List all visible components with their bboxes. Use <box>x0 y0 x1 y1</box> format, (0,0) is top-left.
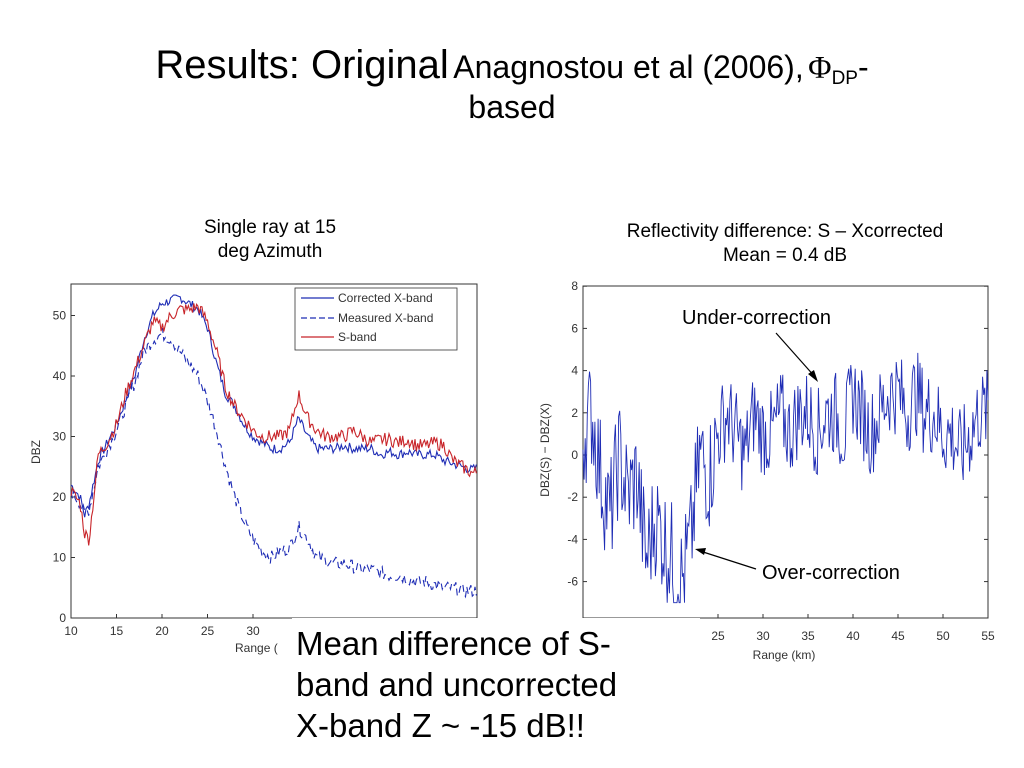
mean-difference-note: Mean difference of S- band and uncorrect… <box>292 618 700 747</box>
right-series-lines <box>582 352 989 604</box>
left-x-tick-label: 30 <box>246 624 260 638</box>
left-x-tick-label: 10 <box>64 624 78 638</box>
right-x-axis-label: Range (km) <box>753 648 816 662</box>
right-y-tick-label: -6 <box>567 575 578 589</box>
annotation-under-correction: Under-correction <box>682 307 831 329</box>
right-x-tick-label: 45 <box>891 629 905 643</box>
right-y-tick-label: 4 <box>571 364 578 378</box>
right-x-tick-label: 50 <box>936 629 950 643</box>
title-line2: based <box>468 89 556 126</box>
title-ref: Anagnostou et al (2006), <box>453 49 804 85</box>
legend-label-corrected: Corrected X-band <box>338 291 433 305</box>
left-chart-caption: Single ray at 15 deg Azimuth <box>160 216 380 264</box>
left-y-axis-label: DBZ <box>29 440 43 464</box>
legend-label-sband: S-band <box>338 330 377 344</box>
right-y-tick-label: 2 <box>571 406 578 420</box>
annotation-over-correction: Over-correction <box>762 562 900 584</box>
left-series-line-measured <box>70 327 477 599</box>
right-y-tick-label: 6 <box>571 321 578 335</box>
title-subscript: DP <box>831 68 858 89</box>
right-x-tick-label: 40 <box>846 629 860 643</box>
title-phi-symbol: Φ <box>808 49 832 85</box>
right-caption-line1: Reflectivity difference: S – Xcorrected <box>626 221 944 242</box>
right-chart: -6 -4 -2 0 2 4 6 8 25 30 35 40 45 50 55 DBZ(S) − DBZ(X… <box>538 279 995 662</box>
left-legend: Corrected X-band Measured X-band S-band <box>294 287 458 351</box>
right-x-tick-label: 55 <box>981 629 995 643</box>
right-y-tick-label: 0 <box>571 448 578 462</box>
left-caption-line1: Single ray at 15 <box>203 217 337 238</box>
left-x-axis-label: Range ( <box>235 641 278 655</box>
left-y-tick-label: 30 <box>53 430 67 444</box>
left-y-tick-label: 0 <box>59 611 66 625</box>
right-x-tick-label: 30 <box>756 629 770 643</box>
left-y-tick-label: 10 <box>53 551 67 565</box>
mean-note-line2: band and uncorrected <box>296 665 618 703</box>
left-y-tick-label: 40 <box>53 369 67 383</box>
left-series-line-sband <box>70 303 477 546</box>
arrowhead-over-correction <box>695 548 706 555</box>
left-y-tick-label: 20 <box>53 490 67 504</box>
mean-note-line3: X-band Z ~ -15 dB!! <box>296 706 585 744</box>
left-series-lines <box>70 294 477 599</box>
arrow-over-correction <box>699 550 757 570</box>
right-chart-caption: Reflectivity difference: S – Xcorrected … <box>560 220 1010 268</box>
left-x-tick-label: 15 <box>110 624 124 638</box>
left-y-tick-label: 50 <box>53 309 67 323</box>
left-x-tick-label: 20 <box>155 624 169 638</box>
title-dash: - <box>857 49 869 85</box>
arrow-under-correction <box>775 332 817 379</box>
left-x-tick-label: 25 <box>201 624 215 638</box>
mean-note-line1: Mean difference of S- <box>296 625 611 662</box>
right-y-tick-label: -4 <box>567 532 578 546</box>
right-x-tick-label: 25 <box>711 629 725 643</box>
right-x-tick-label: 35 <box>801 629 815 643</box>
legend-label-measured: Measured X-band <box>338 311 433 325</box>
right-y-axis-label: DBZ(S) − DBZ(X) <box>538 403 552 497</box>
right-caption-line2: Mean = 0.4 dB <box>722 244 848 266</box>
right-y-tick-label: -2 <box>567 490 578 504</box>
right-series-line-difference <box>582 352 989 604</box>
right-y-tick-label: 8 <box>571 279 578 293</box>
slide-title: Results: Original Anagnostou et al (2006… <box>0 42 1024 127</box>
right-ticks: -6 -4 -2 0 2 4 6 8 25 30 35 40 45 50 55 <box>567 279 995 643</box>
arrowhead-under-correction <box>808 370 818 382</box>
title-main: Results: Original <box>155 43 449 87</box>
left-caption-line2: deg Azimuth <box>217 240 323 262</box>
